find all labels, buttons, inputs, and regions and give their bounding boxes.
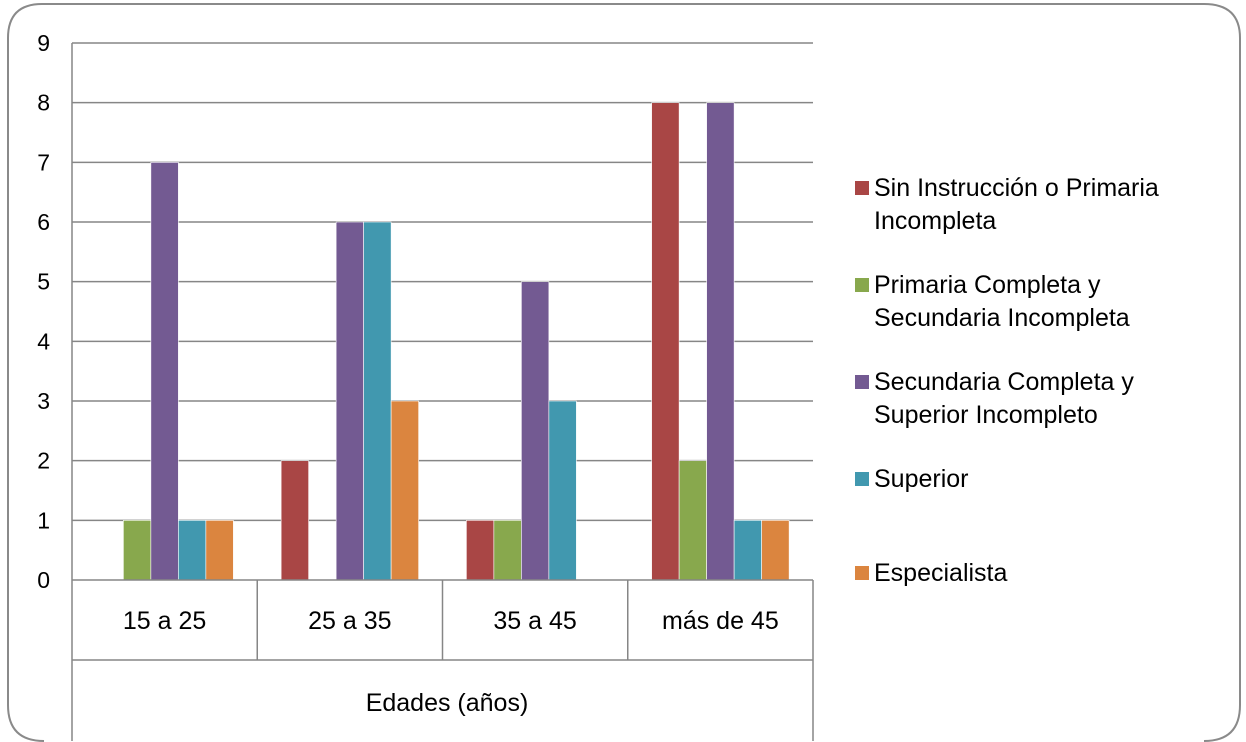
bar [205, 520, 234, 581]
legend-label: Superior Incompleto [874, 401, 1098, 429]
y-tick-label: 8 [37, 90, 50, 116]
legend-label: Incompleta [874, 207, 996, 235]
x-axis-title: Edades (años) [366, 689, 529, 717]
legend: Sin Instrucción o Primaria Incompleta Prim… [855, 174, 1159, 587]
bar [178, 520, 207, 581]
bar [123, 520, 152, 581]
bar [335, 221, 364, 581]
legend-item: Especialista [855, 559, 1007, 587]
x-category-label: 15 a 25 [123, 607, 206, 635]
legend-swatch [855, 472, 869, 486]
legend-label: Superior [874, 465, 969, 493]
legend-item: Primaria Completa y Secundaria Incompleta [855, 271, 1130, 332]
legend-item: Superior [855, 465, 969, 493]
x-category-labels: 15 a 25 25 a 35 35 a 45 más de 45 [123, 607, 779, 635]
legend-label: Especialista [874, 559, 1007, 587]
chart-border [7, 3, 1241, 742]
legend-item: Secundaria Completa y Superior Incompleto [855, 368, 1134, 429]
y-tick-label: 3 [37, 388, 50, 414]
y-tick-label: 7 [37, 149, 50, 175]
x-category-label: 25 a 35 [308, 607, 391, 635]
y-tick-label: 0 [37, 567, 50, 593]
legend-label: Secundaria Incompleta [874, 304, 1130, 332]
bar [280, 460, 309, 581]
x-category-label: más de 45 [662, 607, 779, 635]
y-tick-label: 5 [37, 269, 50, 295]
legend-label: Primaria Completa y [874, 271, 1101, 299]
legend-label: Secundaria Completa y [874, 368, 1134, 396]
bars [123, 102, 790, 581]
y-tick-label: 6 [37, 209, 50, 235]
y-tick-label: 1 [37, 507, 50, 533]
legend-swatch [855, 375, 869, 389]
bar [466, 520, 495, 581]
bar [733, 520, 762, 581]
y-tick-label: 9 [37, 30, 50, 56]
bar [651, 102, 680, 581]
y-tick-labels: 0 1 2 3 4 5 6 7 8 9 [37, 30, 50, 593]
bar [150, 162, 179, 581]
legend-item: Sin Instrucción o Primaria Incompleta [855, 174, 1159, 235]
legend-swatch [855, 278, 869, 292]
x-category-label: 35 a 45 [493, 607, 576, 635]
bar [548, 400, 577, 581]
legend-label: Sin Instrucción o Primaria [874, 174, 1159, 202]
y-tick-label: 4 [37, 328, 50, 354]
bar [390, 400, 419, 581]
legend-swatch [855, 566, 869, 580]
bar [761, 520, 790, 581]
axes [71, 43, 814, 741]
y-tick-label: 2 [37, 448, 50, 474]
bar [521, 281, 550, 581]
bar [706, 102, 735, 581]
legend-swatch [855, 181, 869, 195]
bar [493, 520, 522, 581]
gridlines [72, 42, 813, 522]
bar [363, 221, 392, 581]
bar [678, 460, 707, 581]
